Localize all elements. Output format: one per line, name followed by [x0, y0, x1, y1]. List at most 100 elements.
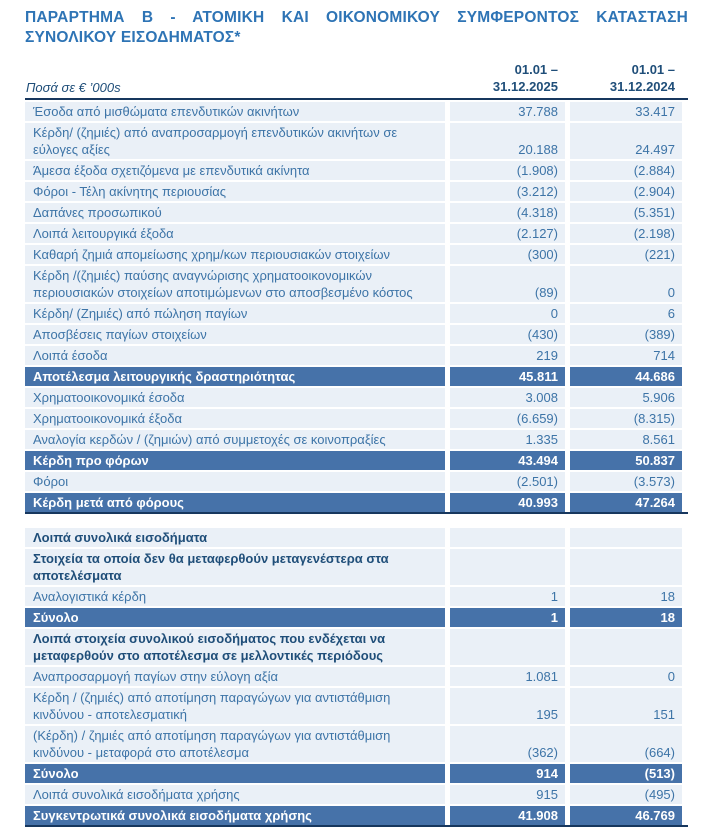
data-row: (Κέρδη) / ζημιές από αποτίμηση παραγώγων…	[25, 726, 688, 762]
value-2025: 915	[450, 785, 565, 804]
value-2025: (4.318)	[450, 203, 565, 222]
value-2025: 37.788	[450, 102, 565, 121]
row-label: Κέρδη /(ζημιές) παύσης αναγνώρισης χρημα…	[25, 266, 445, 302]
value-2024: (221)	[570, 245, 682, 264]
value-2025: 3.008	[450, 388, 565, 407]
value-2024: 46.769	[570, 806, 682, 825]
data-row: Δαπάνες προσωπικού (4.318) (5.351)	[25, 203, 688, 222]
value-2025: 1.081	[450, 667, 565, 686]
data-row: Καθαρή ζημιά απομείωσης χρημ/κων περιουσ…	[25, 245, 688, 264]
page-title: ΠΑΡΑΡΤΗΜΑ Β - ΑΤΟΜΙΚΗ ΚΑΙ ΟΙΚΟΝΟΜΙΚΟΥ ΣΥ…	[25, 9, 688, 46]
row-label: Έσοδα από μισθώματα επενδυτικών ακινήτων	[25, 102, 445, 121]
value-2025: 1	[450, 587, 565, 606]
table-header: Ποσά σε € ’000s 01.01 – 31.12.2025 01.01…	[25, 61, 688, 98]
data-row: Λοιπά λειτουργικά έξοδα (2.127) (2.198)	[25, 224, 688, 243]
row-label: Κέρδη/ (ζημιές) από αναπροσαρμογή επενδυ…	[25, 123, 445, 159]
row-label: Στοιχεία τα οποία δεν θα μεταφερθούν μετ…	[25, 549, 445, 585]
row-label: Χρηματοοικονομικά έξοδα	[25, 409, 445, 428]
value-2025: (3.212)	[450, 182, 565, 201]
value-2025: 41.908	[450, 806, 565, 825]
data-row: Κέρδη / (ζημιές) από αποτίμηση παραγώγων…	[25, 688, 688, 724]
value-2024: 44.686	[570, 367, 682, 386]
section-header-row: Στοιχεία τα οποία δεν θα μεταφερθούν μετ…	[25, 549, 688, 585]
row-label: Σύνολο	[25, 608, 445, 627]
section-header-row: Λοιπά συνολικά εισοδήματα	[25, 528, 688, 547]
row-label: Φόροι - Τέλη ακίνητης περιουσίας	[25, 182, 445, 201]
value-2025: (89)	[450, 266, 565, 302]
value-2025	[450, 528, 565, 547]
row-label: Χρηματοοικονομικά έσοδα	[25, 388, 445, 407]
data-row: Λοιπά έσοδα 219 714	[25, 346, 688, 365]
value-2024: 0	[570, 667, 682, 686]
value-2025: (1.908)	[450, 161, 565, 180]
total-row: Σύνολο 914 (513)	[25, 764, 688, 783]
column-header-2024: 01.01 – 31.12.2024	[570, 61, 682, 98]
data-row: Λοιπά συνολικά εισοδήματα χρήσης 915 (495)	[25, 785, 688, 804]
row-label: Κέρδη/ (Ζημιές) από πώληση παγίων	[25, 304, 445, 323]
section-header-row: Λοιπά στοιχεία συνολικού εισοδήματος που…	[25, 629, 688, 665]
value-2025: (6.659)	[450, 409, 565, 428]
data-row: Αναπροσαρμογή παγίων στην εύλογη αξία 1.0…	[25, 667, 688, 686]
row-label: Λοιπά στοιχεία συνολικού εισοδήματος που…	[25, 629, 445, 665]
value-2024: (2.884)	[570, 161, 682, 180]
value-2024: (8.315)	[570, 409, 682, 428]
other-comprehensive-income-table: Λοιπά συνολικά εισοδήματα Στοιχεία τα οπο…	[25, 528, 688, 827]
value-2025: 1.335	[450, 430, 565, 449]
income-statement-table: Ποσά σε € ’000s 01.01 – 31.12.2025 01.01…	[25, 61, 688, 514]
total-row: Κέρδη μετά από φόρους 40.993 47.264	[25, 493, 688, 514]
data-row: Χρηματοοικονομικά έξοδα (6.659) (8.315)	[25, 409, 688, 428]
value-2024: (3.573)	[570, 472, 682, 491]
value-2024	[570, 528, 682, 547]
row-label: Καθαρή ζημιά απομείωσης χρημ/κων περιουσ…	[25, 245, 445, 264]
row-label: Άμεσα έξοδα σχετιζόμενα με επενδυτικά ακ…	[25, 161, 445, 180]
value-2025: (300)	[450, 245, 565, 264]
row-label: Αναλογιστικά κέρδη	[25, 587, 445, 606]
data-row: Αναλογιστικά κέρδη 1 18	[25, 587, 688, 606]
row-label: Κέρδη προ φόρων	[25, 451, 445, 470]
data-row: Φόροι (2.501) (3.573)	[25, 472, 688, 491]
value-2024: (664)	[570, 726, 682, 762]
row-label: Φόροι	[25, 472, 445, 491]
data-row: Κέρδη /(ζημιές) παύσης αναγνώρισης χρημα…	[25, 266, 688, 302]
value-2024: 151	[570, 688, 682, 724]
value-2024: 18	[570, 587, 682, 606]
total-row: Σύνολο 1 18	[25, 608, 688, 627]
value-2024: 6	[570, 304, 682, 323]
value-2025: (430)	[450, 325, 565, 344]
value-2024: 0	[570, 266, 682, 302]
total-row: Αποτέλεσμα λειτουργικής δραστηριότητας 45…	[25, 367, 688, 386]
row-label: Δαπάνες προσωπικού	[25, 203, 445, 222]
value-2024: 714	[570, 346, 682, 365]
total-row: Κέρδη προ φόρων 43.494 50.837	[25, 451, 688, 470]
income-statement-rows: Έσοδα από μισθώματα επενδυτικών ακινήτων…	[25, 98, 688, 514]
row-label: (Κέρδη) / ζημιές από αποτίμηση παραγώγων…	[25, 726, 445, 762]
value-2024: 8.561	[570, 430, 682, 449]
value-2025: 195	[450, 688, 565, 724]
value-2025: (2.501)	[450, 472, 565, 491]
period-line-1: 01.01 –	[631, 62, 675, 77]
row-label: Κέρδη / (ζημιές) από αποτίμηση παραγώγων…	[25, 688, 445, 724]
data-row: Χρηματοοικονομικά έσοδα 3.008 5.906	[25, 388, 688, 407]
data-row: Φόροι - Τέλη ακίνητης περιουσίας (3.212) (…	[25, 182, 688, 201]
row-label: Αναπροσαρμογή παγίων στην εύλογη αξία	[25, 667, 445, 686]
value-2024	[570, 629, 682, 665]
value-2025: 45.811	[450, 367, 565, 386]
value-2025: 40.993	[450, 493, 565, 512]
column-header-2025: 01.01 – 31.12.2025	[450, 61, 565, 98]
value-2024: 24.497	[570, 123, 682, 159]
value-2024: (5.351)	[570, 203, 682, 222]
period-line-2: 31.12.2024	[609, 79, 675, 94]
row-label: Λοιπά συνολικά εισοδήματα χρήσης	[25, 785, 445, 804]
value-2025: 1	[450, 608, 565, 627]
period-line-2: 31.12.2025	[492, 79, 558, 94]
value-2024: 33.417	[570, 102, 682, 121]
period-line-1: 01.01 –	[514, 62, 558, 77]
row-label: Λοιπά έσοδα	[25, 346, 445, 365]
value-2025: 43.494	[450, 451, 565, 470]
data-row: Άμεσα έξοδα σχετιζόμενα με επενδυτικά ακ…	[25, 161, 688, 180]
value-2024: 5.906	[570, 388, 682, 407]
value-2024: 47.264	[570, 493, 682, 512]
value-2024: (2.904)	[570, 182, 682, 201]
data-row: Έσοδα από μισθώματα επενδυτικών ακινήτων…	[25, 102, 688, 121]
